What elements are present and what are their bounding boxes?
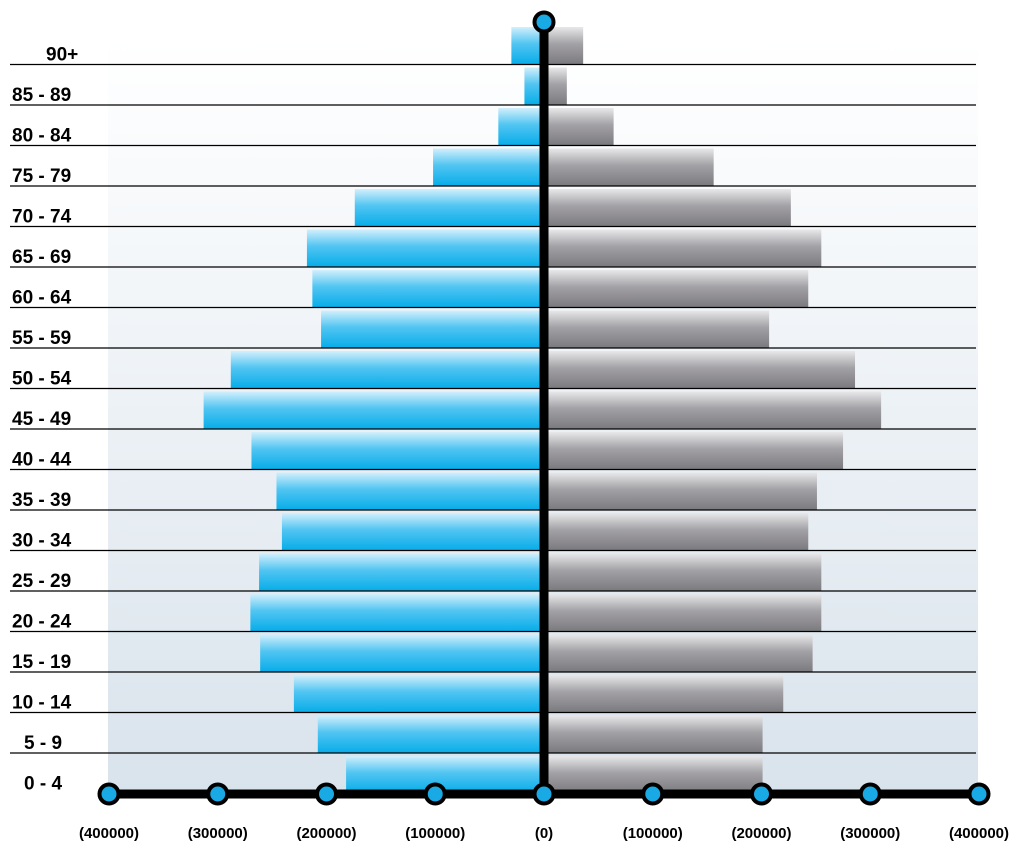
- age-label-5: 65 - 69: [12, 247, 71, 268]
- age-label-13: 25 - 29: [12, 571, 71, 592]
- x-tick-label-0: (400000): [79, 825, 139, 842]
- bar-left-18: [346, 756, 544, 793]
- age-label-15: 15 - 19: [12, 652, 71, 673]
- bar-right-12: [544, 513, 809, 550]
- x-tick-label-6: (200000): [731, 825, 791, 842]
- bar-right-17: [544, 715, 763, 753]
- bar-left-2: [498, 108, 544, 145]
- bar-right-2: [544, 108, 614, 145]
- bar-left-12: [281, 513, 544, 550]
- bar-left-15: [260, 634, 544, 672]
- x-tick-marker-4: [532, 782, 556, 806]
- x-tick-marker-2: [315, 782, 338, 806]
- gridlines-layer: [10, 63, 976, 754]
- x-tick-marker-3: [423, 782, 447, 806]
- bar-left-8: [230, 351, 545, 388]
- x-tick-label-7: (300000): [840, 825, 900, 842]
- x-tick-label-1: (300000): [188, 825, 248, 842]
- x-tick-label-5: (100000): [623, 825, 683, 842]
- axis-top-marker: [532, 10, 556, 34]
- x-tick-marker-6: [750, 782, 773, 806]
- bar-right-13: [544, 553, 822, 591]
- bar-left-7: [321, 310, 544, 348]
- x-tick-marker-8: [967, 782, 991, 806]
- x-tick-marker-1: [206, 782, 230, 806]
- age-label-10: 40 - 44: [12, 450, 72, 471]
- tick-labels-layer: (400000) (300000) (200000) (100000) (0) (1000…: [79, 825, 1009, 842]
- bar-right-11: [544, 472, 817, 510]
- bar-left-14: [250, 594, 544, 631]
- age-label-6: 60 - 64: [12, 288, 72, 309]
- x-tick-marker-0: [97, 782, 121, 806]
- bar-right-14: [544, 594, 822, 631]
- age-labels-layer: 90+ 85 - 89 80 - 84 75 - 79 70 - 74 65 - 69 60…: [12, 45, 78, 795]
- x-tick-label-8: (400000): [949, 825, 1009, 842]
- bar-right-3: [544, 148, 714, 186]
- bar-right-0: [544, 27, 584, 64]
- bar-left-10: [251, 432, 544, 469]
- bars-layer: [203, 27, 882, 793]
- x-tick-label-2: (200000): [296, 825, 356, 842]
- age-label-4: 70 - 74: [12, 207, 72, 228]
- age-label-17: 5 - 9: [24, 733, 62, 754]
- age-label-8: 50 - 54: [12, 369, 72, 390]
- x-tick-marker-7: [858, 782, 882, 806]
- bar-left-1: [524, 67, 544, 105]
- bar-right-4: [544, 189, 791, 226]
- bar-right-5: [544, 229, 822, 267]
- bar-right-16: [544, 675, 784, 712]
- bar-right-1: [544, 67, 567, 105]
- axes-layer: [97, 10, 991, 806]
- age-label-11: 35 - 39: [12, 490, 71, 511]
- bar-left-5: [306, 229, 544, 267]
- age-label-1: 85 - 89: [12, 85, 71, 106]
- age-label-7: 55 - 59: [12, 328, 71, 349]
- age-label-2: 80 - 84: [12, 126, 72, 147]
- bar-left-4: [354, 189, 544, 226]
- bar-left-16: [293, 675, 544, 712]
- bar-left-17: [317, 715, 544, 753]
- age-label-0: 90+: [46, 45, 78, 66]
- bar-left-13: [259, 553, 544, 591]
- bar-left-3: [433, 148, 544, 186]
- bar-left-11: [276, 472, 544, 510]
- x-tick-label-4: (0): [535, 825, 553, 842]
- bar-right-15: [544, 634, 813, 672]
- x-tick-marker-5: [641, 782, 665, 806]
- age-label-14: 20 - 24: [12, 612, 72, 633]
- age-label-18: 0 - 4: [24, 774, 62, 795]
- bar-left-6: [312, 270, 544, 307]
- bar-right-8: [544, 351, 856, 388]
- bar-left-0: [511, 27, 544, 64]
- bar-right-7: [544, 310, 770, 348]
- bar-left-9: [203, 391, 545, 429]
- age-label-9: 45 - 49: [12, 409, 71, 430]
- x-tick-label-3: (100000): [405, 825, 465, 842]
- bar-right-10: [544, 432, 844, 469]
- bar-right-9: [544, 391, 882, 429]
- bar-right-6: [544, 270, 809, 307]
- age-label-3: 75 - 79: [12, 166, 71, 187]
- age-label-12: 30 - 34: [12, 531, 72, 552]
- age-label-16: 10 - 14: [12, 693, 72, 714]
